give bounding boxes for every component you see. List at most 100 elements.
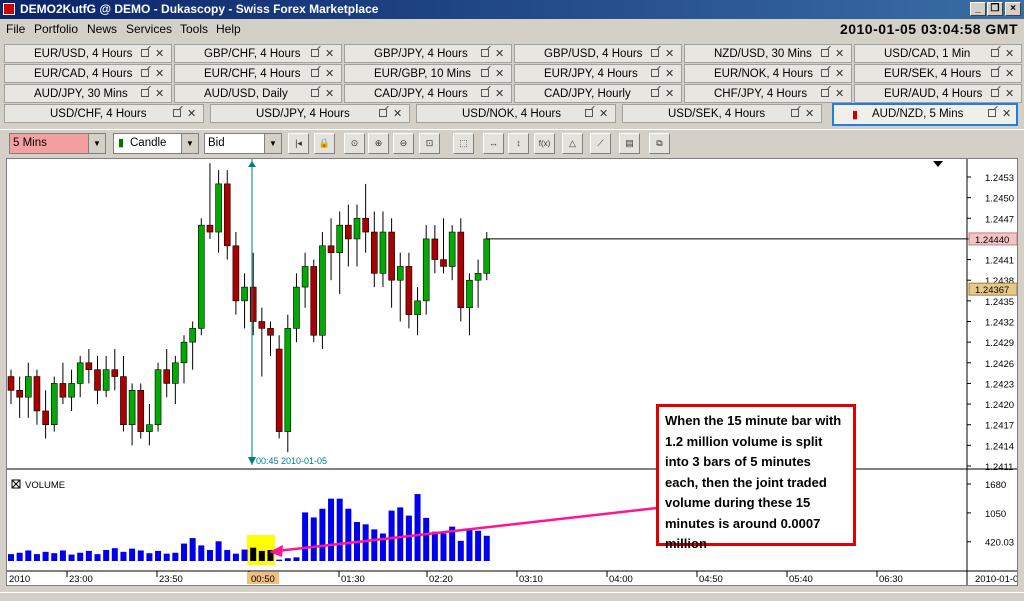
undock-icon[interactable]: [173, 109, 181, 117]
undock-icon[interactable]: [481, 89, 489, 97]
price-chart[interactable]: 1.24531.24501.24471.24441.24411.24381.24…: [7, 159, 1024, 585]
close-icon[interactable]: ✕: [1005, 48, 1015, 60]
function-icon[interactable]: f(x): [534, 133, 555, 154]
close-icon[interactable]: ✕: [1005, 88, 1015, 100]
tab-gbp-jpy-4-hours[interactable]: GBP/JPY, 4 Hours ✕: [344, 44, 512, 63]
properties-icon[interactable]: ▤: [619, 133, 640, 154]
undock-icon[interactable]: [585, 109, 593, 117]
period-select[interactable]: 5 Mins ▼: [9, 133, 106, 154]
menu-help[interactable]: Help: [216, 22, 241, 36]
tab-aud-usd-daily[interactable]: AUD/USD, Daily ✕: [174, 84, 342, 103]
volume-bar: [77, 552, 84, 561]
tab-usd-sek-4-hours[interactable]: USD/SEK, 4 Hours ✕: [622, 104, 822, 123]
vertical-line-icon[interactable]: ↕: [508, 133, 529, 154]
undock-icon[interactable]: [141, 49, 149, 57]
close-icon[interactable]: ✕: [495, 68, 505, 80]
undock-icon[interactable]: [651, 69, 659, 77]
chart-type-select[interactable]: Candle ▮ ▼: [113, 133, 199, 154]
undock-icon[interactable]: [311, 89, 319, 97]
close-icon[interactable]: ✕: [599, 108, 609, 120]
undock-icon[interactable]: [991, 69, 999, 77]
undock-icon[interactable]: [821, 49, 829, 57]
undock-icon[interactable]: [141, 69, 149, 77]
close-icon[interactable]: ✕: [393, 108, 403, 120]
undock-icon[interactable]: [991, 49, 999, 57]
undock-icon[interactable]: [821, 69, 829, 77]
zoom-fit-icon[interactable]: ⊡: [419, 133, 440, 154]
undock-icon[interactable]: [481, 49, 489, 57]
close-icon[interactable]: ✕: [665, 88, 675, 100]
tab-cad-jpy-4-hours[interactable]: CAD/JPY, 4 Hours ✕: [344, 84, 512, 103]
tab-eur-nok-4-hours[interactable]: EUR/NOK, 4 Hours ✕: [684, 64, 852, 83]
menu-tools[interactable]: Tools: [180, 22, 209, 36]
tab-aud-nzd-5-mins[interactable]: AUD/NZD, 5 Mins ▮ ✕: [832, 103, 1018, 126]
chart-panel[interactable]: 1.24531.24501.24471.24441.24411.24381.24…: [6, 158, 1024, 586]
clone-chart-icon[interactable]: ⧉: [649, 133, 670, 154]
close-icon[interactable]: ✕: [325, 48, 335, 60]
menu-file[interactable]: File: [6, 22, 26, 36]
undock-icon[interactable]: [651, 49, 659, 57]
close-button[interactable]: ×: [1005, 2, 1021, 16]
close-icon[interactable]: ✕: [1002, 108, 1012, 120]
tab-eur-jpy-4-hours[interactable]: EUR/JPY, 4 Hours ✕: [514, 64, 682, 83]
menu-portfolio[interactable]: Portfolio: [34, 22, 79, 36]
horizontal-line-icon[interactable]: ↔: [483, 133, 504, 154]
undock-icon[interactable]: [311, 69, 319, 77]
close-icon[interactable]: ✕: [325, 68, 335, 80]
zoom-out-icon[interactable]: ⊖: [393, 133, 414, 154]
fibonacci-icon[interactable]: ⟋: [590, 133, 611, 154]
close-icon[interactable]: ✕: [835, 48, 845, 60]
menu-services[interactable]: Services: [126, 22, 173, 36]
tab-eur-usd-4-hours[interactable]: EUR/USD, 4 Hours ✕: [4, 44, 172, 63]
restore-button[interactable]: ❐: [987, 2, 1003, 16]
undock-icon[interactable]: [481, 69, 489, 77]
tab-usd-chf-4-hours[interactable]: USD/CHF, 4 Hours ✕: [4, 104, 204, 123]
zoom-in-icon[interactable]: ⊕: [368, 133, 389, 154]
tab-eur-gbp-10-mins[interactable]: EUR/GBP, 10 Mins ✕: [344, 64, 512, 83]
tab-usd-cad-1-min[interactable]: USD/CAD, 1 Min ✕: [854, 44, 1022, 63]
undock-icon[interactable]: [651, 89, 659, 97]
close-icon[interactable]: ✕: [155, 48, 165, 60]
undock-icon[interactable]: [791, 109, 799, 117]
tab-gbp-usd-4-hours[interactable]: GBP/USD, 4 Hours ✕: [514, 44, 682, 63]
tab-chf-jpy-4-hours[interactable]: CHF/JPY, 4 Hours ✕: [684, 84, 852, 103]
undock-icon[interactable]: [821, 89, 829, 97]
tab-eur-cad-4-hours[interactable]: EUR/CAD, 4 Hours ✕: [4, 64, 172, 83]
close-icon[interactable]: ✕: [495, 88, 505, 100]
shapes-icon[interactable]: △: [562, 133, 583, 154]
tab-usd-nok-4-hours[interactable]: USD/NOK, 4 Hours ✕: [416, 104, 616, 123]
close-icon[interactable]: ✕: [835, 68, 845, 80]
tab-nzd-usd-30-mins[interactable]: NZD/USD, 30 Mins ✕: [684, 44, 852, 63]
chart-start-icon[interactable]: |◂: [288, 133, 309, 154]
lock-icon[interactable]: 🔒: [314, 133, 335, 154]
price-side-select[interactable]: Bid ▼: [204, 133, 282, 154]
close-icon[interactable]: ✕: [665, 68, 675, 80]
undock-icon[interactable]: [379, 109, 387, 117]
close-icon[interactable]: ✕: [805, 108, 815, 120]
cursor-icon[interactable]: ⬚: [453, 133, 474, 154]
candle-body: [206, 224, 214, 233]
zoom-icon[interactable]: ⊙: [344, 133, 365, 154]
tab-usd-jpy-4-hours[interactable]: USD/JPY, 4 Hours ✕: [210, 104, 410, 123]
tab-eur-aud-4-hours[interactable]: EUR/AUD, 4 Hours ✕: [854, 84, 1022, 103]
close-icon[interactable]: ✕: [325, 88, 335, 100]
undock-icon[interactable]: [991, 89, 999, 97]
time-tick-label: 01:30: [341, 574, 365, 585]
undock-icon[interactable]: [141, 89, 149, 97]
undock-icon[interactable]: [988, 109, 996, 117]
close-icon[interactable]: ✕: [665, 48, 675, 60]
close-icon[interactable]: ✕: [495, 48, 505, 60]
minimize-button[interactable]: _: [970, 2, 986, 16]
tab-cad-jpy-hourly[interactable]: CAD/JPY, Hourly ✕: [514, 84, 682, 103]
close-icon[interactable]: ✕: [155, 68, 165, 80]
tab-eur-chf-4-hours[interactable]: EUR/CHF, 4 Hours ✕: [174, 64, 342, 83]
close-icon[interactable]: ✕: [1005, 68, 1015, 80]
tab-eur-sek-4-hours[interactable]: EUR/SEK, 4 Hours ✕: [854, 64, 1022, 83]
tab-aud-jpy-30-mins[interactable]: AUD/JPY, 30 Mins ✕: [4, 84, 172, 103]
close-icon[interactable]: ✕: [835, 88, 845, 100]
menu-news[interactable]: News: [87, 22, 118, 36]
tab-gbp-chf-4-hours[interactable]: GBP/CHF, 4 Hours ✕: [174, 44, 342, 63]
close-icon[interactable]: ✕: [155, 88, 165, 100]
undock-icon[interactable]: [311, 49, 319, 57]
close-icon[interactable]: ✕: [187, 108, 197, 120]
